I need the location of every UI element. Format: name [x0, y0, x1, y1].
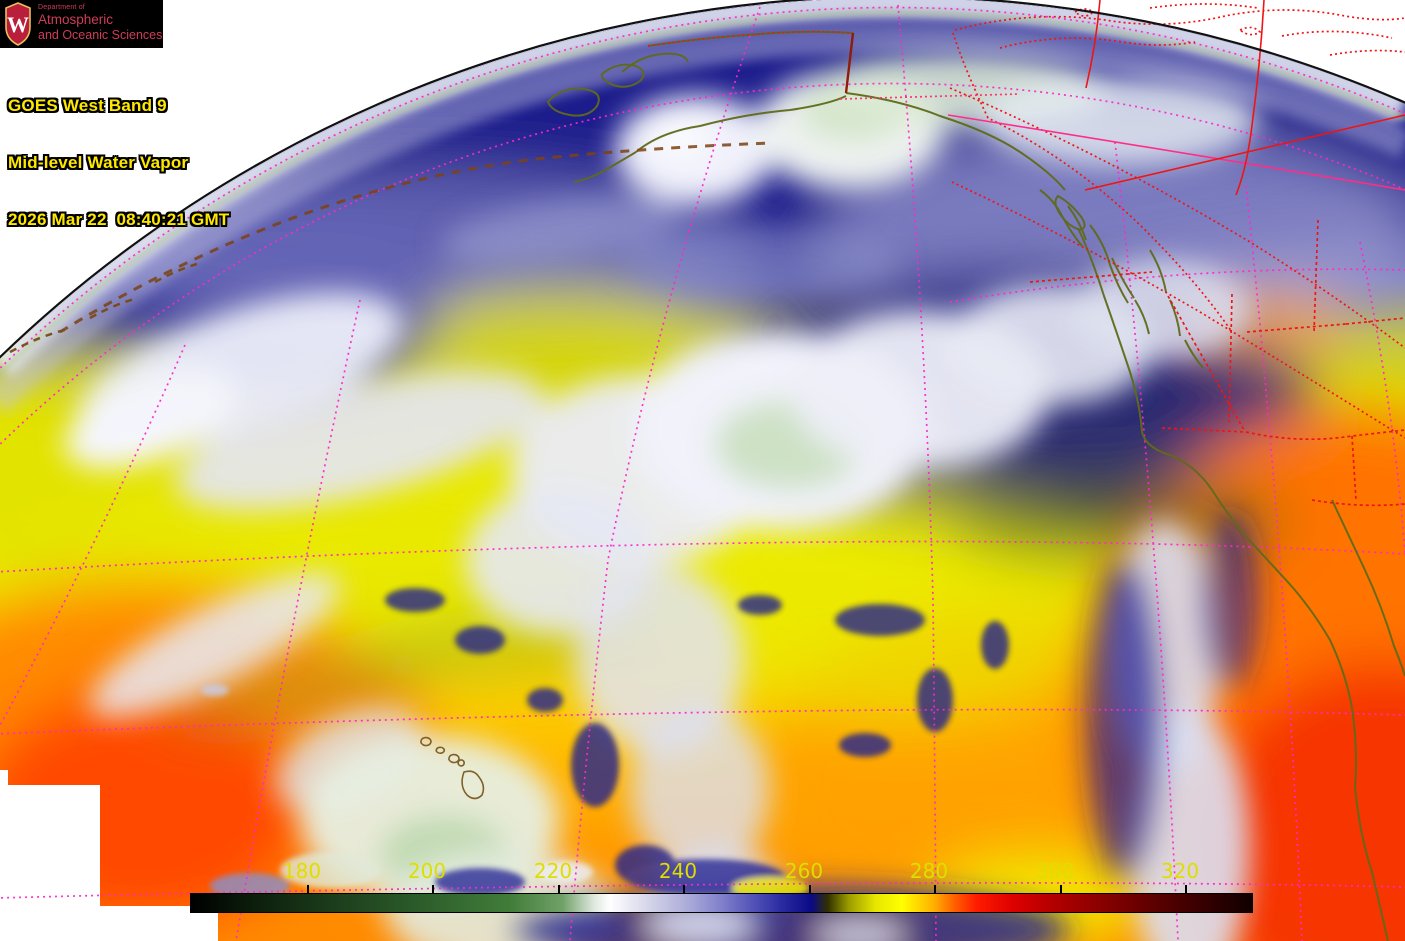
- chukotka-coast: [600, 63, 645, 88]
- west-coast: [1077, 227, 1389, 941]
- alaska-south-coast: [845, 92, 1066, 191]
- canada-borders: [844, 0, 1405, 196]
- chukotka-coast: [546, 87, 600, 117]
- alaska-peninsula-tip: [573, 151, 637, 183]
- limb-glow: [0, 0, 1405, 413]
- logo-department-line: Department of: [38, 4, 85, 11]
- subarctic-line: [839, 93, 1021, 100]
- alaska-peninsula: [635, 95, 847, 153]
- arctic-boundary: [954, 9, 1405, 31]
- border-layer: [647, 0, 1405, 507]
- arctic-boundary: [1149, 3, 1405, 56]
- aleutian-islands: [59, 141, 773, 334]
- boundary-diagonal: [951, 181, 1405, 439]
- hawaiian-islands: [420, 736, 485, 800]
- annotation-title: GOES West Band 9: [8, 96, 167, 115]
- longitude-line: [1245, 185, 1303, 941]
- temperature-colorbar: [190, 893, 1253, 913]
- chukotka-coast: [621, 52, 689, 73]
- annotation-timestamp: 2026 Mar 22 08:40:21 GMT: [8, 210, 230, 229]
- annotation-product: Mid-level Water Vapor: [8, 153, 189, 172]
- alaska-coast-dots: [647, 31, 854, 47]
- uw-aos-logo: W Department of Atmospheric and Oceanic …: [0, 0, 163, 48]
- gulf-of-california-coast: [1331, 499, 1405, 677]
- uw-crest-icon: W: [5, 2, 31, 46]
- yukon-coast-dots: [952, 32, 1233, 333]
- alaska-yukon-border: [844, 32, 855, 94]
- colorbar-gradient: [191, 894, 1252, 912]
- logo-name-line1: Atmospheric: [38, 12, 114, 27]
- longitude-line: [897, 4, 937, 941]
- latitude-line: [0, 882, 1405, 899]
- logo-name-line2: and Oceanic Sciences: [38, 28, 163, 42]
- solid-boundary: [947, 114, 1405, 191]
- graticule-layer: [0, 4, 1405, 941]
- arctic-boundary: [999, 37, 1196, 49]
- us-state-borders: [1029, 219, 1405, 507]
- siberia-coast: [9, 262, 198, 354]
- no-data-region: [0, 770, 218, 941]
- image-annotation: GOES West Band 9 Mid-level Water Vapor 2…: [8, 58, 229, 267]
- svg-text:W: W: [7, 12, 29, 37]
- cloud-speck-layer: [201, 588, 1009, 899]
- longitude-line: [1114, 141, 1179, 941]
- boundary-diagonal: [949, 87, 1405, 349]
